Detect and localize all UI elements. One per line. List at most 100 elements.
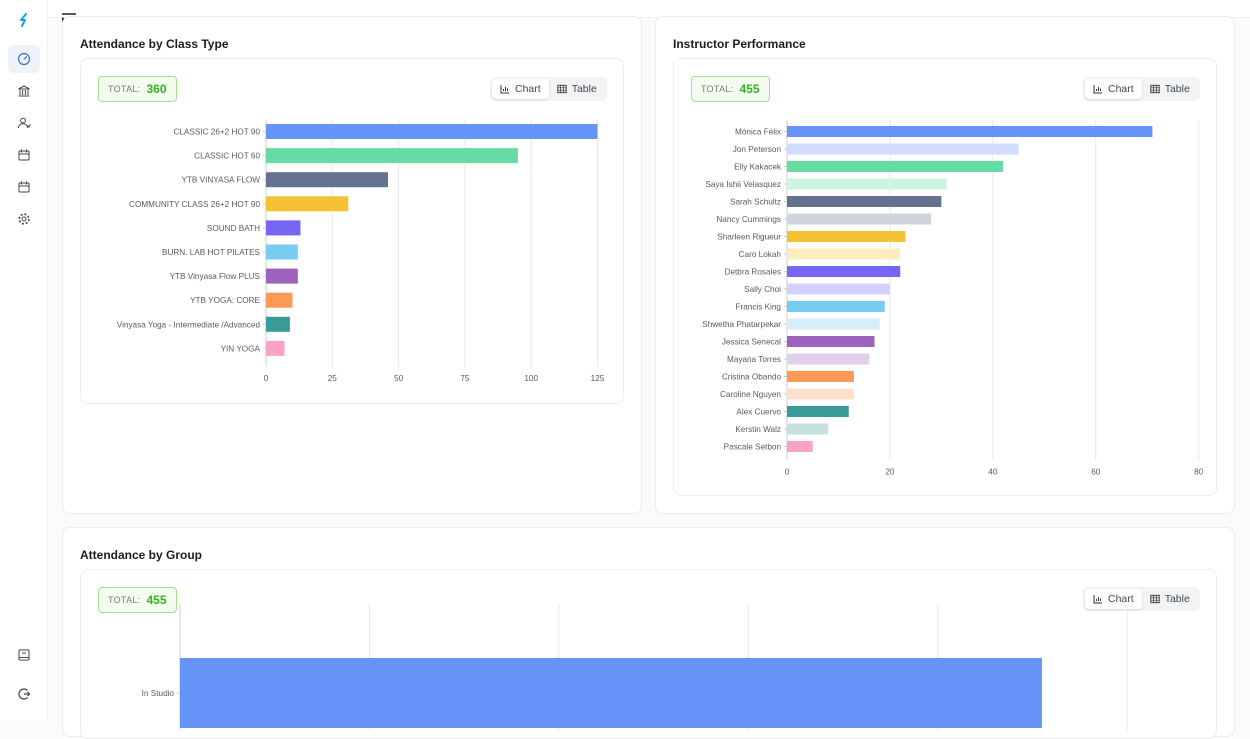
bar[interactable] <box>180 658 1042 728</box>
category-label: COMMUNITY CLASS 26+2 HOT 90 <box>129 200 260 209</box>
category-label: CLASSIC 26+2 HOT 90 <box>173 128 260 137</box>
category-label: Vinyasa Yoga - Intermediate /Advanced <box>117 320 261 329</box>
card-title: Instructor Performance <box>673 37 806 51</box>
bar-chart-icon <box>500 85 509 94</box>
card-title: Attendance by Group <box>80 548 203 562</box>
card-title: Attendance by Class Type <box>80 37 229 51</box>
table-toggle-label: Table <box>571 83 597 95</box>
chart-toggle-button[interactable]: Chart <box>492 79 549 99</box>
bar[interactable] <box>787 126 1153 137</box>
chart-toggle-button[interactable]: Chart <box>1085 589 1142 609</box>
category-label: YTB Vinyasa Flow PLUS <box>170 272 261 281</box>
bar[interactable] <box>266 148 518 164</box>
total-badge: TOTAL: 455 <box>98 587 177 613</box>
bar[interactable] <box>266 196 349 212</box>
bar[interactable] <box>266 124 598 139</box>
bar[interactable] <box>787 196 942 207</box>
bar[interactable] <box>787 143 1019 155</box>
x-tick-label: 80 <box>1194 468 1204 477</box>
table-toggle-button[interactable]: Table <box>1142 79 1198 99</box>
calendar-icon[interactable] <box>8 173 40 201</box>
category-label: Caro Lokah <box>739 250 782 259</box>
bar[interactable] <box>787 213 932 225</box>
bar[interactable] <box>787 301 885 312</box>
bar[interactable] <box>787 423 829 435</box>
view-toggle: Chart Table <box>1083 587 1200 611</box>
category-label: Jon Peterson <box>733 145 782 154</box>
chart-panel <box>80 58 624 404</box>
bar[interactable] <box>266 220 301 236</box>
x-tick-label: 100 <box>524 374 538 383</box>
category-label: Nancy Cummings <box>716 215 781 224</box>
chart-toggle-label: Chart <box>515 83 541 95</box>
bar[interactable] <box>266 172 388 188</box>
category-label: Sally Choi <box>744 285 781 294</box>
bar[interactable] <box>787 388 854 400</box>
bar[interactable] <box>266 340 285 356</box>
x-tick-label: 0 <box>264 374 269 383</box>
bar[interactable] <box>787 406 849 417</box>
x-tick-label: 75 <box>460 374 470 383</box>
logo-icon[interactable] <box>8 6 40 34</box>
category-label: Alex Cuervo <box>736 408 781 417</box>
bar[interactable] <box>787 283 890 295</box>
bank-icon[interactable] <box>8 77 40 105</box>
chart-toggle-label: Chart <box>1108 593 1134 605</box>
group-chart: In Studio <box>142 604 1128 730</box>
bar[interactable] <box>787 318 880 330</box>
top-bar <box>48 0 1250 18</box>
class-type-chart: 0 25 50 75 100 125 CLASSIC 26+2 HOT 90 CLASSIC … <box>117 120 605 383</box>
chart-toggle-label: Chart <box>1108 83 1134 95</box>
total-value: 455 <box>146 593 167 607</box>
bar[interactable] <box>787 266 901 277</box>
category-label: Saya Ishii Velasquez <box>705 180 781 189</box>
logout-icon[interactable] <box>8 680 40 708</box>
bar[interactable] <box>266 292 293 308</box>
bar[interactable] <box>787 353 870 365</box>
bar[interactable] <box>787 231 906 242</box>
category-label: CLASSIC HOT 60 <box>194 152 260 161</box>
dashboard-icon[interactable] <box>8 45 40 73</box>
category-label: Kerstin Walz <box>735 425 781 434</box>
table-toggle-label: Table <box>1164 83 1190 95</box>
category-label: Cristina Obando <box>722 373 782 382</box>
table-toggle-button[interactable]: Table <box>549 79 605 99</box>
table-toggle-button[interactable]: Table <box>1142 589 1198 609</box>
category-label: Mayana Torres <box>727 355 781 364</box>
bar[interactable] <box>787 248 901 260</box>
category-label: Pascale Setbon <box>724 443 782 452</box>
bar[interactable] <box>787 371 854 382</box>
bar[interactable] <box>266 244 298 260</box>
sidebar <box>0 0 48 720</box>
instructor-chart: 0 20 40 60 80 Mónica Félix Jon Peterson Elly Ka… <box>702 120 1204 477</box>
category-label: Sarah Schultz <box>730 198 781 207</box>
bar-chart-icon <box>1093 595 1102 604</box>
bar[interactable] <box>787 161 1004 172</box>
total-value: 455 <box>739 82 760 96</box>
category-label: In Studio <box>142 689 175 698</box>
total-label: TOTAL: <box>108 84 141 94</box>
bar[interactable] <box>787 441 813 452</box>
category-label: Mónica Félix <box>735 128 781 137</box>
x-tick-label: 0 <box>785 468 790 477</box>
x-tick-label: 125 <box>591 374 605 383</box>
bar[interactable] <box>266 268 298 284</box>
calendar-icon[interactable] <box>8 141 40 169</box>
bar[interactable] <box>787 178 947 190</box>
gear-icon[interactable] <box>8 205 40 233</box>
category-label: Elly Kakacek <box>734 163 782 172</box>
category-label: YIN YOGA <box>221 344 261 353</box>
bar-chart-icon <box>1093 85 1102 94</box>
chart-toggle-button[interactable]: Chart <box>1085 79 1142 99</box>
report-icon[interactable] <box>8 641 40 669</box>
users-icon[interactable] <box>8 109 40 137</box>
view-toggle: Chart Table <box>1083 77 1200 101</box>
total-badge: TOTAL: 360 <box>98 76 177 102</box>
x-tick-label: 25 <box>328 374 338 383</box>
category-label: Shwetha Phatarpekar <box>702 320 781 329</box>
category-label: SOUND BATH <box>207 224 260 233</box>
x-tick-label: 60 <box>1091 468 1101 477</box>
category-label: Francis King <box>735 303 781 312</box>
bar[interactable] <box>266 316 290 332</box>
bar[interactable] <box>787 336 875 347</box>
